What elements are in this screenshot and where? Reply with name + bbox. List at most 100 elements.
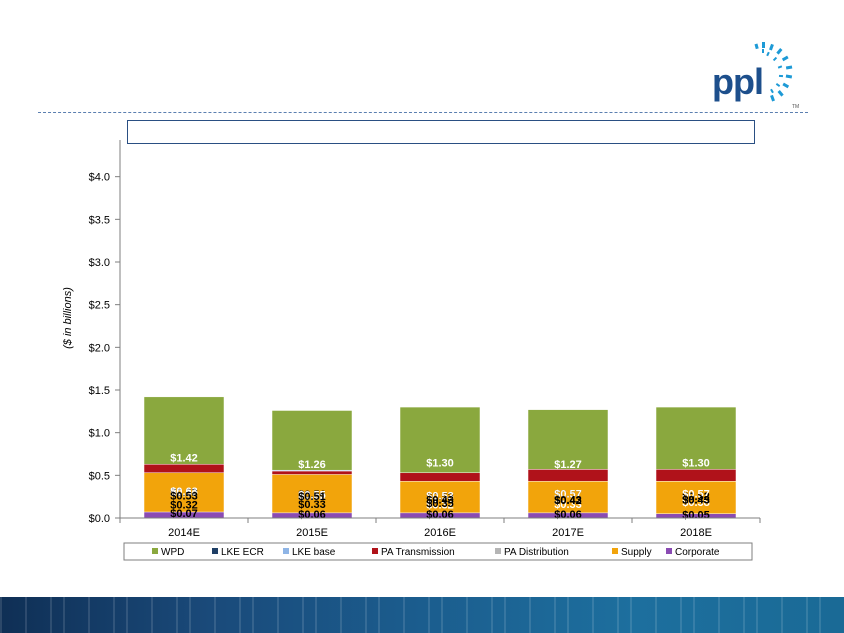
footer-stripe (693, 597, 695, 633)
footer-stripe (743, 597, 745, 633)
logo-text: ppl (712, 61, 764, 102)
bar-segment-supply (143, 472, 225, 519)
bar-segment-label: $0.53 (426, 490, 454, 502)
footer-stripe (25, 597, 27, 633)
y-tick-label: $1.0 (89, 428, 110, 440)
bar-segment-label: $0.57 (554, 489, 582, 501)
footer-stripe (113, 597, 115, 633)
footer-stripe (0, 597, 2, 633)
bar-segment-supply (527, 481, 609, 519)
bar-segment-label: $0.32 (426, 499, 454, 511)
ppl-logo: TM (754, 42, 799, 110)
footer-stripe (781, 597, 783, 633)
bar-segment-label: $0.38 (682, 497, 710, 509)
bar-segment-label: $0.57 (682, 489, 710, 501)
bar-segment-label: $1.42 (170, 452, 198, 464)
legend: WPD LKE ECR LKE base PA Transmission PA Dist… (123, 542, 753, 561)
bar-segment-label: $0.52 (298, 491, 326, 503)
y-tick-label: $4.5 (89, 140, 110, 141)
footer-stripe (806, 597, 808, 633)
footer-stripe (151, 597, 153, 633)
bar-segment-supply (399, 481, 481, 519)
y-tick-label: $3.5 (89, 214, 110, 226)
bar-segment-label: $0.07 (170, 508, 198, 520)
footer-stripe (214, 597, 216, 633)
bar-segment-supply (655, 481, 737, 519)
footer-stripe (466, 597, 468, 633)
stacked-bar-chart: $0.0 $0.5 $1.0 $1.5 $2.0 $2.5 $3.0 $3.5 $4.0 $4.5… (62, 140, 761, 561)
footer-stripe (592, 597, 594, 633)
bar-segment-label: $0.32 (170, 499, 198, 511)
footer-stripe (239, 597, 241, 633)
legend-swatch (666, 548, 672, 554)
footer-stripe (378, 597, 380, 633)
footer-stripe (403, 597, 405, 633)
x-tick-label: 2016E (424, 527, 456, 539)
footer-stripe (63, 597, 65, 633)
x-tick-label: 2014E (168, 527, 200, 539)
bar-segment-label: $0.51 (298, 491, 326, 503)
footer-stripe (567, 597, 569, 633)
sunburst-icon (754, 42, 793, 102)
bar-segment-label: $0.43 (554, 495, 582, 507)
chart-caption-box (127, 120, 755, 144)
header-divider (38, 112, 808, 113)
bar-segment-supply (271, 474, 353, 519)
x-tick-label: 2015E (296, 527, 328, 539)
bar-segment-label: $0.43 (426, 495, 454, 507)
legend-swatch (495, 548, 501, 554)
footer-stripe (189, 597, 191, 633)
footer-stripe (315, 597, 317, 633)
footer-stripe (491, 597, 493, 633)
y-tick-label: $4.0 (89, 172, 110, 184)
bar-segment-label: $0.52 (426, 491, 454, 503)
legend-swatch (372, 548, 378, 554)
footer-stripe (504, 597, 506, 633)
footer-stripe (554, 597, 556, 633)
footer-stripe (88, 597, 90, 633)
bar-segment-label: $0.33 (298, 499, 326, 511)
footer-stripe (655, 597, 657, 633)
bars-layer (143, 396, 737, 519)
footer-stripe (630, 597, 632, 633)
footer-stripe (126, 597, 128, 633)
footer-stripe (617, 597, 619, 633)
legend-box (123, 542, 753, 561)
y-axis: $0.0 $0.5 $1.0 $1.5 $2.0 $2.5 $3.0 $3.5 $4.0 $4.5 (89, 140, 121, 525)
legend-swatch (612, 548, 618, 554)
bar-segment-label: $0.05 (682, 510, 710, 522)
y-axis-label: ($ in billions) (62, 287, 74, 349)
bar-segment-label: $1.30 (426, 458, 454, 470)
legend-entry: Supply (621, 547, 652, 558)
bar-segment-label: $0.56 (298, 489, 326, 501)
legend-swatch (212, 548, 218, 554)
bar-segment-label: $0.63 (170, 486, 198, 498)
legend-entry: WPD (161, 547, 184, 558)
bar-segment-label: $0.33 (554, 499, 582, 511)
bar-segment-label: $0.62 (170, 487, 198, 499)
logo-tm: TM (792, 104, 799, 110)
footer-stripe (428, 597, 430, 633)
bar-segment-label: $0.35 (426, 498, 454, 510)
bar-segment-label: $1.30 (682, 458, 710, 470)
bar-segment-label: $0.60 (170, 487, 198, 499)
footer-stripe (756, 597, 758, 633)
bar-segment-label: $1.26 (298, 459, 326, 471)
footer-stripe (50, 597, 52, 633)
y-tick-label: $0.0 (89, 513, 110, 525)
bar-segment-label: $0.06 (426, 509, 454, 521)
bar-segment-label: $1.27 (554, 459, 582, 471)
bar-segment-label: $0.53 (170, 490, 198, 502)
legend-entry: PA Transmission (381, 547, 455, 558)
y-tick-label: $3.0 (89, 257, 110, 269)
bar-segment-label: $0.57 (554, 489, 582, 501)
footer-stripe (176, 597, 178, 633)
x-tick-label: 2017E (552, 527, 584, 539)
y-tick-label: $0.5 (89, 470, 110, 482)
bar-segment-label: $0.06 (298, 509, 326, 521)
x-axis: 2014E 2015E 2016E 2017E 2018E (119, 517, 761, 539)
y-tick-label: $1.5 (89, 385, 110, 397)
footer-stripe (340, 597, 342, 633)
legend-entry: PA Distribution (504, 547, 569, 558)
footer-stripe (718, 597, 720, 633)
